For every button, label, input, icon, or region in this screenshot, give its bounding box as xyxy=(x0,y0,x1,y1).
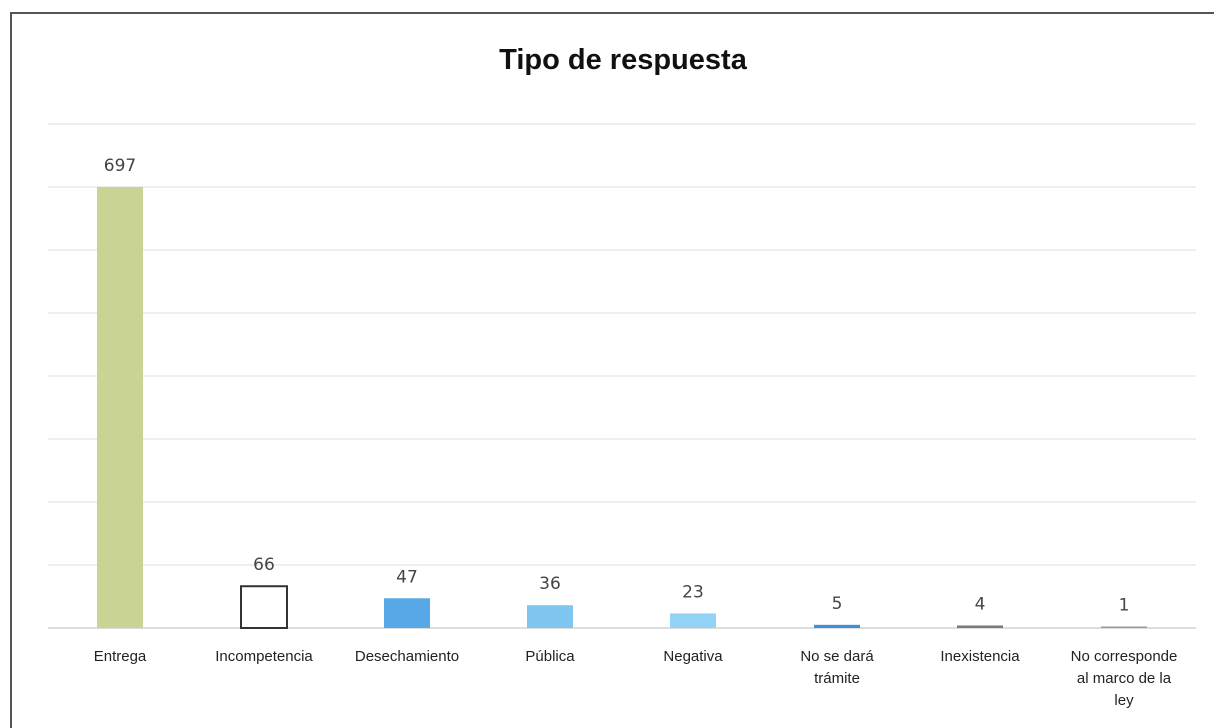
category-label: Entrega xyxy=(94,648,147,665)
category-labels: Entrega Incompetencia Desechamiento Pública… xyxy=(94,648,1178,709)
category-label: No se dará trámite xyxy=(800,648,874,687)
bars xyxy=(97,187,1147,629)
chart-title: Tipo de respuesta xyxy=(499,44,747,76)
data-label: 36 xyxy=(539,574,561,594)
bar xyxy=(527,605,573,628)
data-label: 66 xyxy=(253,555,275,575)
chart-frame xyxy=(10,12,1214,728)
bar xyxy=(384,598,430,628)
data-label: 23 xyxy=(682,582,704,602)
value-labels: 697 66 47 36 23 5 4 1 xyxy=(104,156,1130,616)
bar xyxy=(957,625,1003,628)
data-label: 4 xyxy=(975,594,986,614)
data-label: 47 xyxy=(396,567,418,587)
bar xyxy=(240,585,288,629)
bar xyxy=(1101,626,1147,628)
data-label: 5 xyxy=(832,594,843,614)
category-label: Inexistencia xyxy=(940,648,1020,665)
data-label: 1 xyxy=(1119,596,1130,616)
bar xyxy=(670,613,716,628)
category-label: Desechamiento xyxy=(355,648,459,665)
category-label: Pública xyxy=(525,648,575,665)
data-label: 697 xyxy=(104,156,136,176)
category-label: Negativa xyxy=(663,648,723,665)
category-label: Incompetencia xyxy=(215,648,313,665)
gridlines xyxy=(48,123,1196,566)
bar xyxy=(814,624,860,628)
category-label: No corresponde al marco de la ley xyxy=(1071,648,1178,709)
bar xyxy=(97,187,143,628)
